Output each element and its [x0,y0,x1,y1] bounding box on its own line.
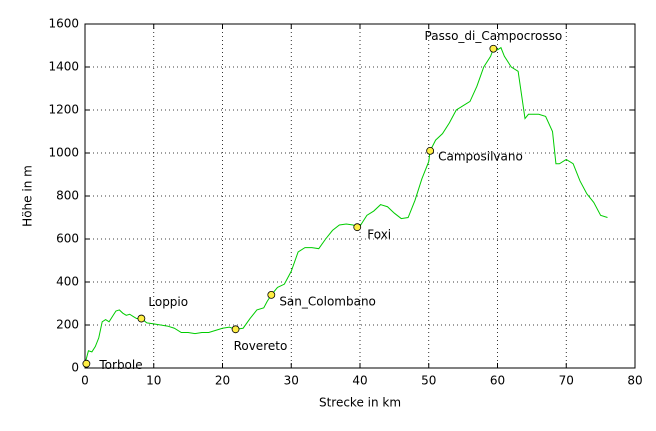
x-tick-label: 0 [81,374,89,388]
waypoint-label: Loppio [148,295,188,309]
x-tick-label: 30 [284,374,299,388]
waypoint-label: Rovereto [234,339,288,353]
profile-line [84,46,608,364]
waypoint-label: Camposilvano [438,149,523,163]
waypoint-label: Passo_di_Campocrosso [425,29,563,43]
x-tick-label: 10 [146,374,161,388]
waypoint-label: Foxi [367,228,391,242]
waypoint [82,359,91,368]
y-axis-label: Höhe in m [21,165,35,227]
waypoint [489,44,498,53]
waypoint [267,290,276,299]
x-tick-label: 40 [352,374,367,388]
y-tick-label: 400 [56,275,79,289]
y-tick-label: 0 [71,361,79,375]
y-tick-label: 1200 [48,103,79,117]
waypoint-label: Torbole [98,358,142,372]
waypoint [426,146,435,155]
y-tick-label: 800 [56,189,79,203]
waypoint-label: San_Colombano [279,294,376,308]
y-tick-label: 200 [56,318,79,332]
y-tick-label: 600 [56,232,79,246]
y-tick-label: 1000 [48,146,79,160]
x-tick-label: 50 [421,374,436,388]
y-tick-label: 1400 [48,60,79,74]
x-tick-label: 20 [215,374,230,388]
x-tick-label: 70 [559,374,574,388]
waypoint [231,325,240,334]
x-tick-label: 60 [490,374,505,388]
y-tick-label: 1600 [48,17,79,31]
waypoint [353,223,362,232]
x-axis-label: Strecke in km [319,396,401,410]
x-tick-label: 80 [627,374,642,388]
waypoint [137,314,146,323]
